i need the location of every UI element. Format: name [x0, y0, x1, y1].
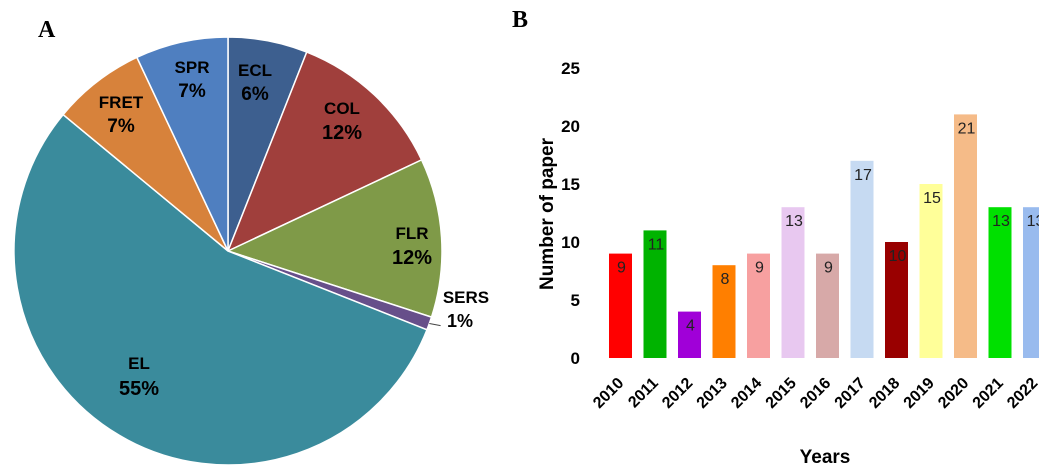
- panel-a-letter: A: [38, 17, 56, 43]
- bar-2012: [678, 311, 701, 358]
- bar-2018: [885, 242, 908, 358]
- x-tick-label: 2018: [866, 375, 903, 412]
- pie-pct-el: 55%: [119, 378, 159, 400]
- bar-value-label: 8: [721, 271, 730, 288]
- bar-value-label: 4: [686, 318, 695, 335]
- bar-2010: [609, 253, 632, 358]
- y-axis-title: Number of paper: [537, 137, 558, 290]
- bar-value-label: 9: [755, 260, 764, 277]
- bar-2015: [781, 207, 805, 358]
- x-axis-title: Years: [800, 447, 851, 466]
- bar-2022: [1023, 207, 1039, 358]
- bar-2011: [643, 230, 667, 358]
- pie-label-col: COL: [324, 99, 360, 118]
- bar-value-label: 10: [889, 248, 907, 265]
- x-tick-label: 2011: [625, 375, 662, 412]
- pie-label-flr: FLR: [395, 224, 428, 243]
- x-tick-label: 2017: [832, 375, 869, 412]
- pie-slice-spr: [135, 36, 229, 252]
- bar-value-label: 13: [785, 213, 803, 230]
- bar-value-label: 13: [992, 213, 1010, 230]
- pie-slice-flr: [225, 158, 443, 319]
- x-tick-label: 2021: [970, 375, 1007, 412]
- pie-pct-spr: 7%: [178, 81, 206, 102]
- x-tick-label: 2013: [694, 375, 731, 412]
- y-tick-label: 5: [571, 291, 580, 310]
- pie-chart: ECL 6% COL 12% FLR 12% SERS 1% EL 55% FRET 7% SPR 7%: [13, 36, 489, 466]
- bar-value-label: 11: [648, 236, 665, 253]
- bar-2019: [919, 184, 943, 358]
- bar-value-label: 9: [824, 260, 833, 277]
- y-tick-label: 10: [561, 233, 580, 252]
- x-tick-label: 2012: [659, 375, 696, 412]
- bar-value-label: 9: [617, 260, 626, 277]
- x-tick-label: 2015: [763, 375, 800, 412]
- x-tick-label: 2020: [935, 375, 972, 412]
- y-tick-label: 20: [561, 117, 580, 136]
- pie-label-ecl: ECL: [238, 61, 272, 80]
- y-tick-label: 15: [561, 175, 580, 194]
- bar-2016: [816, 253, 839, 358]
- x-tick-label: 2019: [901, 375, 938, 412]
- pie-pct-ecl: 6%: [241, 84, 269, 105]
- bar-2014: [747, 253, 770, 358]
- bar-2017: [850, 160, 874, 358]
- bar-2013: [712, 265, 736, 358]
- bar-value-label: 13: [1027, 213, 1039, 230]
- pie-label-fret: FRET: [99, 93, 144, 112]
- x-tick-label: 2016: [797, 375, 834, 412]
- bar-value-label: 21: [958, 120, 976, 137]
- pie-leader-line-sers: [429, 323, 441, 327]
- bar-value-label: 15: [923, 190, 941, 207]
- pie-slice-col: [226, 51, 423, 253]
- y-tick-label: 25: [561, 59, 580, 78]
- y-tick-label: 0: [571, 349, 580, 368]
- bar-chart: Number of paper Years 0 5 10 15 20 25 9 2010 11 2…: [537, 59, 1039, 466]
- x-tick-label: 2014: [728, 375, 765, 412]
- pie-pct-sers: 1%: [447, 311, 473, 331]
- bar-2020: [954, 114, 977, 359]
- x-tick-label: 2022: [1004, 375, 1039, 412]
- pie-pct-flr: 12%: [392, 247, 432, 269]
- x-tick-label: 2010: [590, 375, 627, 412]
- bar-value-label: 17: [854, 167, 872, 184]
- pie-slice-el: [13, 113, 428, 466]
- pie-label-spr: SPR: [175, 58, 210, 77]
- pie-label-sers: SERS: [443, 288, 489, 307]
- bar-2021: [988, 207, 1012, 358]
- pie-pct-fret: 7%: [107, 116, 135, 137]
- pie-pct-col: 12%: [322, 122, 362, 144]
- pie-label-el: EL: [128, 354, 150, 373]
- panel-b-letter: B: [512, 7, 528, 33]
